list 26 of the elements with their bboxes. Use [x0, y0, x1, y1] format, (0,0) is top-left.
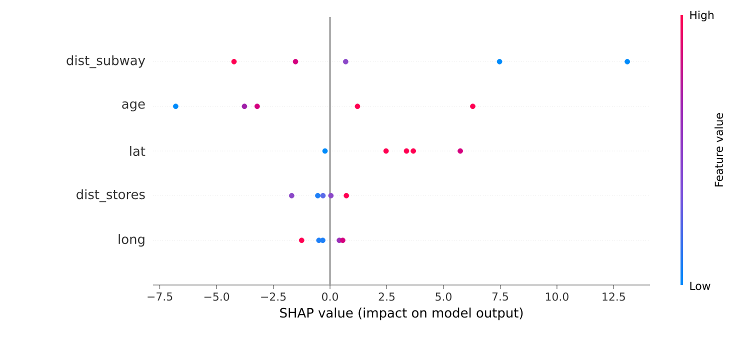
x-axis-title: SHAP value (impact on model output)	[280, 308, 523, 320]
x-tick-label: −7.5	[148, 292, 172, 301]
y-tick-label: dist_stores	[76, 189, 145, 202]
y-tick-label: dist_subway	[66, 55, 146, 68]
x-tick-label: 2.5	[378, 292, 395, 301]
text: High	[690, 10, 714, 22]
point	[320, 192, 326, 198]
y-tick-label: long	[118, 234, 144, 247]
point	[342, 58, 348, 64]
y-tick-label: lat	[130, 146, 146, 156]
x-tick-label: −2.5	[261, 292, 286, 301]
x-tick-label: 10.0	[546, 292, 568, 301]
point	[354, 104, 360, 110]
point	[173, 104, 178, 110]
point	[410, 148, 416, 154]
x-tick-label: 12.5	[602, 292, 625, 301]
x-tick-label: −5.0	[204, 292, 230, 301]
point	[315, 192, 320, 198]
text: Low	[690, 282, 710, 290]
x-tick-label: 7.5	[492, 292, 508, 301]
point	[322, 148, 328, 154]
x-tick-label: 5.0	[436, 292, 452, 301]
point	[242, 104, 248, 110]
y-tick-label: age	[122, 101, 145, 112]
color-bar-title: Feature value	[714, 113, 724, 186]
x-tick-label: 0.0	[322, 292, 338, 301]
